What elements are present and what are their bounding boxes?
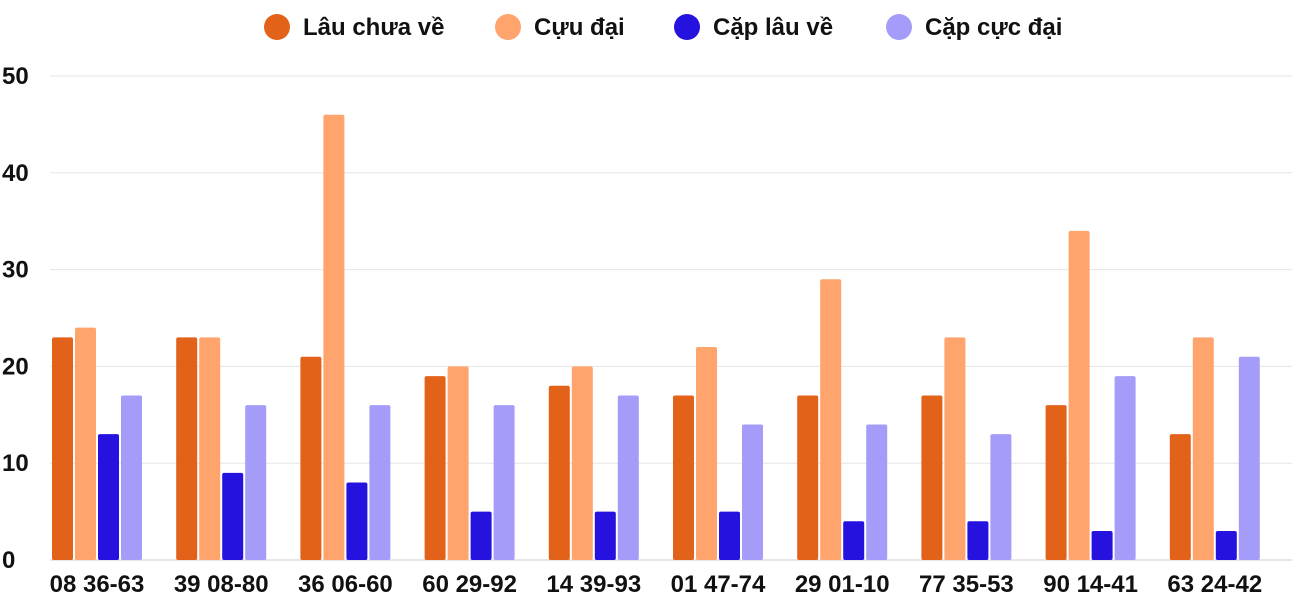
bar xyxy=(1238,356,1260,560)
bar xyxy=(199,337,221,560)
y-tick-label: 30 xyxy=(2,257,29,284)
bar xyxy=(820,279,842,560)
bar xyxy=(222,472,244,560)
legend-label: Cặp lâu về xyxy=(713,14,833,41)
bar xyxy=(843,521,865,560)
x-axis: 08 36-63 39 08-80 36 06-60 60 29-92 14 39-93… xyxy=(50,571,1263,598)
bar xyxy=(1068,230,1090,560)
bar xyxy=(245,405,267,560)
x-tick-label: 36 06-60 xyxy=(298,571,393,598)
bar xyxy=(98,434,119,560)
chart-bars xyxy=(52,114,1260,560)
x-tick-label: 77 35-53 xyxy=(919,571,1014,598)
chart-legend: Lâu chưa về Cựu đại Cặp lâu về Cặp cực đại xyxy=(264,14,1062,41)
bar xyxy=(617,395,639,560)
bar xyxy=(52,337,73,560)
bar xyxy=(1215,530,1237,560)
legend-swatch xyxy=(674,14,700,40)
bar xyxy=(493,405,515,560)
x-tick-label: 01 47-74 xyxy=(671,571,766,598)
bar xyxy=(990,434,1012,560)
y-tick-label: 10 xyxy=(2,450,29,477)
bar xyxy=(944,337,966,560)
bar xyxy=(548,385,570,560)
bar xyxy=(1114,376,1136,560)
bar xyxy=(1192,337,1214,560)
bar xyxy=(346,482,368,560)
bar xyxy=(121,395,142,560)
bar xyxy=(470,511,492,560)
y-tick-label: 40 xyxy=(2,160,29,187)
bar xyxy=(967,521,989,560)
y-tick-label: 50 xyxy=(2,63,29,90)
bar xyxy=(323,114,345,560)
bar xyxy=(921,395,943,560)
legend-item: Cặp cực đại xyxy=(886,14,1062,41)
bar xyxy=(797,395,819,560)
x-tick-label: 63 24-42 xyxy=(1167,571,1262,598)
y-tick-label: 0 xyxy=(2,547,15,574)
x-tick-label: 90 14-41 xyxy=(1043,571,1138,598)
legend-item: Lâu chưa về xyxy=(264,14,444,41)
x-tick-label: 39 08-80 xyxy=(174,571,269,598)
bar xyxy=(369,405,391,560)
bar xyxy=(866,424,888,560)
x-tick-label: 08 36-63 xyxy=(50,571,145,598)
legend-swatch xyxy=(886,14,912,40)
bar xyxy=(673,395,694,560)
bar xyxy=(300,356,322,560)
legend-swatch xyxy=(264,14,290,40)
legend-label: Cặp cực đại xyxy=(925,14,1062,41)
bar xyxy=(742,424,763,560)
bar xyxy=(594,511,616,560)
y-axis: 0 10 20 30 40 50 xyxy=(2,63,29,574)
bar xyxy=(1045,405,1067,560)
bar xyxy=(1169,434,1191,560)
x-tick-label: 29 01-10 xyxy=(795,571,890,598)
legend-label: Cựu đại xyxy=(534,14,625,41)
bar xyxy=(571,366,593,560)
x-tick-label: 60 29-92 xyxy=(422,571,517,598)
bar xyxy=(75,327,96,560)
legend-item: Cặp lâu về xyxy=(674,14,833,41)
x-tick-label: 14 39-93 xyxy=(546,571,641,598)
bar xyxy=(176,337,198,560)
bar xyxy=(424,376,446,560)
bar xyxy=(696,347,717,560)
bar xyxy=(447,366,469,560)
bar xyxy=(719,511,740,560)
legend-item: Cựu đại xyxy=(495,14,625,41)
bar xyxy=(1091,530,1113,560)
legend-label: Lâu chưa về xyxy=(303,14,444,41)
y-tick-label: 20 xyxy=(2,353,29,380)
legend-swatch xyxy=(495,14,521,40)
